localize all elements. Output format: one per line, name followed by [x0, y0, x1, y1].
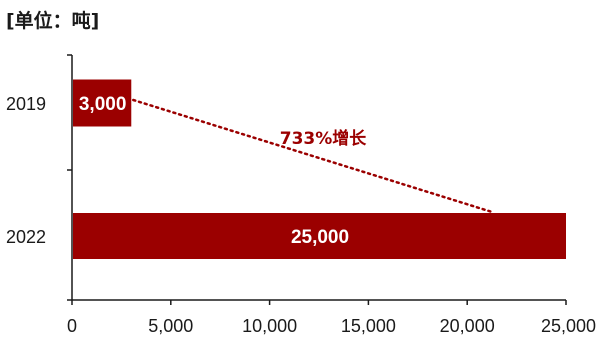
x-tick-label-15000: 15,000 — [341, 316, 396, 336]
annotation-group: 733%增长 — [132, 98, 494, 214]
bar-value-label-2022: 25,000 — [291, 227, 349, 248]
growth-dotted-line — [132, 98, 494, 214]
x-tick-label-5000: 5,000 — [148, 316, 193, 336]
axes-group: 2019 2022 0 5,000 10,000 15,000 20,000 25,000 — [6, 54, 596, 336]
x-tick-label-20000: 20,000 — [440, 316, 495, 336]
category-label-2022: 2022 — [6, 227, 46, 247]
growth-annotation-label: 733%增长 — [280, 128, 368, 149]
bars-group: 3,000 25,000 — [73, 79, 566, 259]
bar-2019 — [73, 79, 132, 127]
x-tick-label-25000: 25,000 — [541, 316, 596, 336]
x-tick-label-0: 0 — [67, 316, 77, 336]
category-label-2019: 2019 — [6, 94, 46, 114]
bar-value-label-2019: 3,000 — [79, 94, 127, 115]
x-tick-label-10000: 10,000 — [242, 316, 297, 336]
unit-label: [单位：吨] — [6, 10, 100, 32]
bar-2022 — [73, 213, 566, 259]
